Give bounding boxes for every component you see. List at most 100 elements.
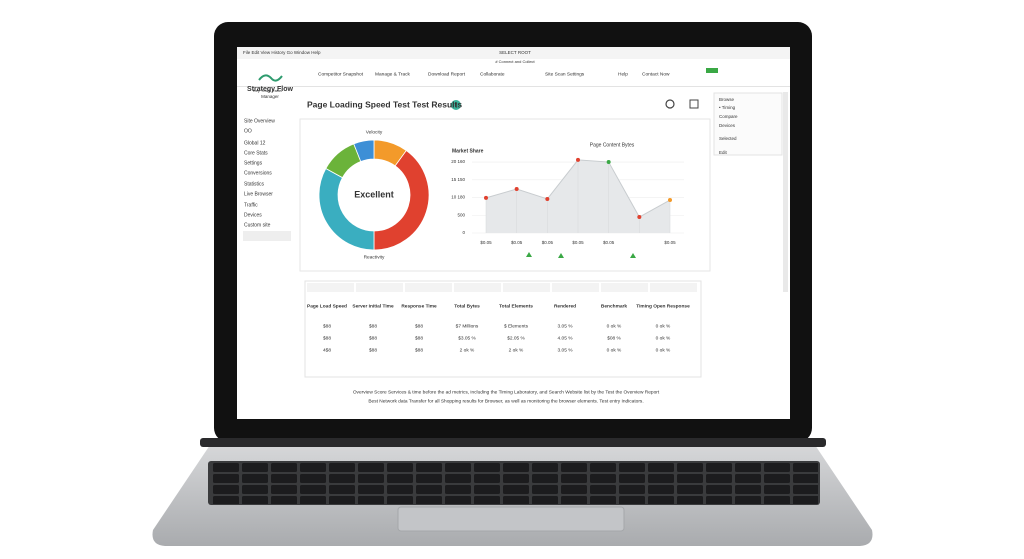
menu-bar bbox=[237, 47, 790, 59]
sidebar-item[interactable]: Core Stats bbox=[244, 150, 268, 156]
x-tick-label: $0.05 bbox=[603, 240, 615, 245]
x-tick-label: $0.05 bbox=[480, 240, 492, 245]
panel-item[interactable]: Edit bbox=[719, 150, 728, 155]
sidebar-field[interactable] bbox=[243, 231, 291, 241]
window-title: SELECT ROOT bbox=[499, 50, 531, 55]
panel-item[interactable]: • Timing bbox=[719, 105, 736, 110]
sidebar-item[interactable]: OO bbox=[244, 128, 252, 134]
point bbox=[514, 187, 519, 192]
table-header-block bbox=[650, 283, 697, 292]
grid-icon[interactable] bbox=[689, 99, 699, 109]
y-tick-label: 20 160 bbox=[451, 159, 465, 164]
point bbox=[484, 195, 488, 200]
point bbox=[668, 198, 672, 203]
logo-mark bbox=[258, 74, 283, 82]
hinge bbox=[200, 438, 826, 447]
point bbox=[606, 160, 611, 165]
panel-item[interactable]: Selected bbox=[719, 136, 737, 141]
column-header: Total Elements bbox=[499, 303, 533, 309]
panel-item[interactable]: Browse bbox=[719, 97, 735, 102]
donut-segment bbox=[353, 139, 375, 163]
logo-text: Strategy Flow bbox=[247, 86, 293, 93]
sidebar-item[interactable]: Live Browser bbox=[244, 191, 273, 197]
x-tick-label: $0.05 bbox=[542, 240, 554, 245]
table-header-block bbox=[552, 283, 599, 292]
table-cell: $88 bbox=[369, 323, 377, 329]
table-cell: $88 bbox=[369, 347, 377, 353]
marker bbox=[630, 253, 636, 258]
table-cell: 4$8 bbox=[323, 347, 331, 353]
table-cell: 0 ok % bbox=[656, 335, 671, 341]
toolbar-tab[interactable]: Help bbox=[618, 71, 628, 77]
table-cell: $88 bbox=[369, 335, 377, 341]
donut-label: Velocity bbox=[366, 129, 383, 135]
point bbox=[637, 215, 642, 220]
keyboard bbox=[210, 462, 818, 504]
sidebar-item[interactable]: Traffic bbox=[244, 202, 258, 208]
table-cell: $7 Millions bbox=[456, 323, 479, 329]
right-panel bbox=[713, 92, 783, 156]
point bbox=[576, 157, 580, 162]
chart-title: Page Content Bytes bbox=[590, 142, 635, 148]
table-header-block bbox=[601, 283, 648, 292]
y-tick-label: 0 bbox=[462, 230, 465, 235]
table-cell: $88 bbox=[415, 335, 423, 341]
toolbar-note: # Connect and Collect bbox=[495, 59, 535, 64]
y-axis-label: Market Share bbox=[452, 148, 484, 154]
marker bbox=[526, 252, 532, 257]
table-cell: 0 ok % bbox=[607, 323, 622, 329]
column-header: Total Bytes bbox=[454, 303, 480, 309]
table-cell: 0 ok % bbox=[607, 347, 622, 353]
table-cell: 0 ok % bbox=[656, 323, 671, 329]
column-header: Response Time bbox=[401, 303, 437, 309]
badge bbox=[451, 100, 461, 110]
panel-item[interactable]: Devices bbox=[719, 123, 736, 128]
sidebar-item[interactable]: Devices bbox=[244, 212, 262, 218]
search-icon[interactable] bbox=[665, 99, 675, 109]
badge-text: 5 bbox=[455, 102, 458, 108]
toolbar-tab[interactable]: Contact Now bbox=[642, 71, 670, 77]
status-bar[interactable] bbox=[706, 68, 718, 73]
table-cell: 0 ok % bbox=[656, 347, 671, 353]
table-cell: $88 bbox=[415, 347, 423, 353]
sidebar-item[interactable]: Global 12 bbox=[244, 140, 266, 146]
toolbar-tab[interactable]: Site Scan Settings bbox=[545, 71, 585, 77]
y-tick-label: 500 bbox=[457, 212, 465, 217]
table-header-block bbox=[503, 283, 550, 292]
table-cell: $88 bbox=[323, 335, 331, 341]
table-cell: $ Elements bbox=[504, 323, 529, 329]
table-header-block bbox=[405, 283, 452, 292]
table-card bbox=[304, 280, 702, 378]
y-tick-label: 15 150 bbox=[451, 177, 465, 182]
column-header: Page Load Speed bbox=[307, 303, 347, 309]
toolbar-divider bbox=[237, 86, 790, 87]
table-cell: 2 ok % bbox=[460, 347, 475, 353]
page-title: Page Loading Speed Test Test Results bbox=[307, 99, 462, 109]
sidebar-item[interactable]: Site Overview bbox=[244, 118, 275, 124]
sidebar-item[interactable]: Settings bbox=[244, 160, 263, 166]
toolbar-tab[interactable]: Download Report bbox=[428, 71, 466, 77]
scrollbar[interactable] bbox=[783, 92, 788, 292]
column-header: Timing Open Response bbox=[636, 303, 690, 309]
x-tick-label: $0.05 bbox=[664, 240, 676, 245]
sidebar-item[interactable]: Custom site bbox=[244, 222, 271, 228]
table-cell: $88 bbox=[323, 323, 331, 329]
x-tick-label: $0.05 bbox=[572, 240, 584, 245]
y-tick-label: 10 180 bbox=[451, 195, 465, 200]
search-hint: Key Track Panel bbox=[253, 88, 282, 93]
column-header: Server Initial Time bbox=[352, 303, 394, 309]
sidebar-item[interactable]: Statistics bbox=[244, 181, 265, 187]
caption: Best Network data Transfer for all Shopp… bbox=[368, 398, 643, 404]
table-cell: 2 ok % bbox=[509, 347, 524, 353]
table-header-block bbox=[454, 283, 501, 292]
x-tick-label: $0.05 bbox=[511, 240, 523, 245]
touchpad bbox=[397, 506, 625, 532]
table-cell: 3.05 % bbox=[558, 323, 574, 329]
toolbar-tab[interactable]: Collaborate bbox=[480, 71, 505, 77]
table-cell: $88 bbox=[415, 323, 423, 329]
toolbar-tab[interactable]: Competitor Snapshot bbox=[318, 71, 364, 77]
toolbar-tab[interactable]: Manage & Track bbox=[375, 71, 411, 77]
sidebar-item[interactable]: Conversions bbox=[244, 170, 272, 176]
panel-item[interactable]: Compare bbox=[719, 114, 738, 119]
